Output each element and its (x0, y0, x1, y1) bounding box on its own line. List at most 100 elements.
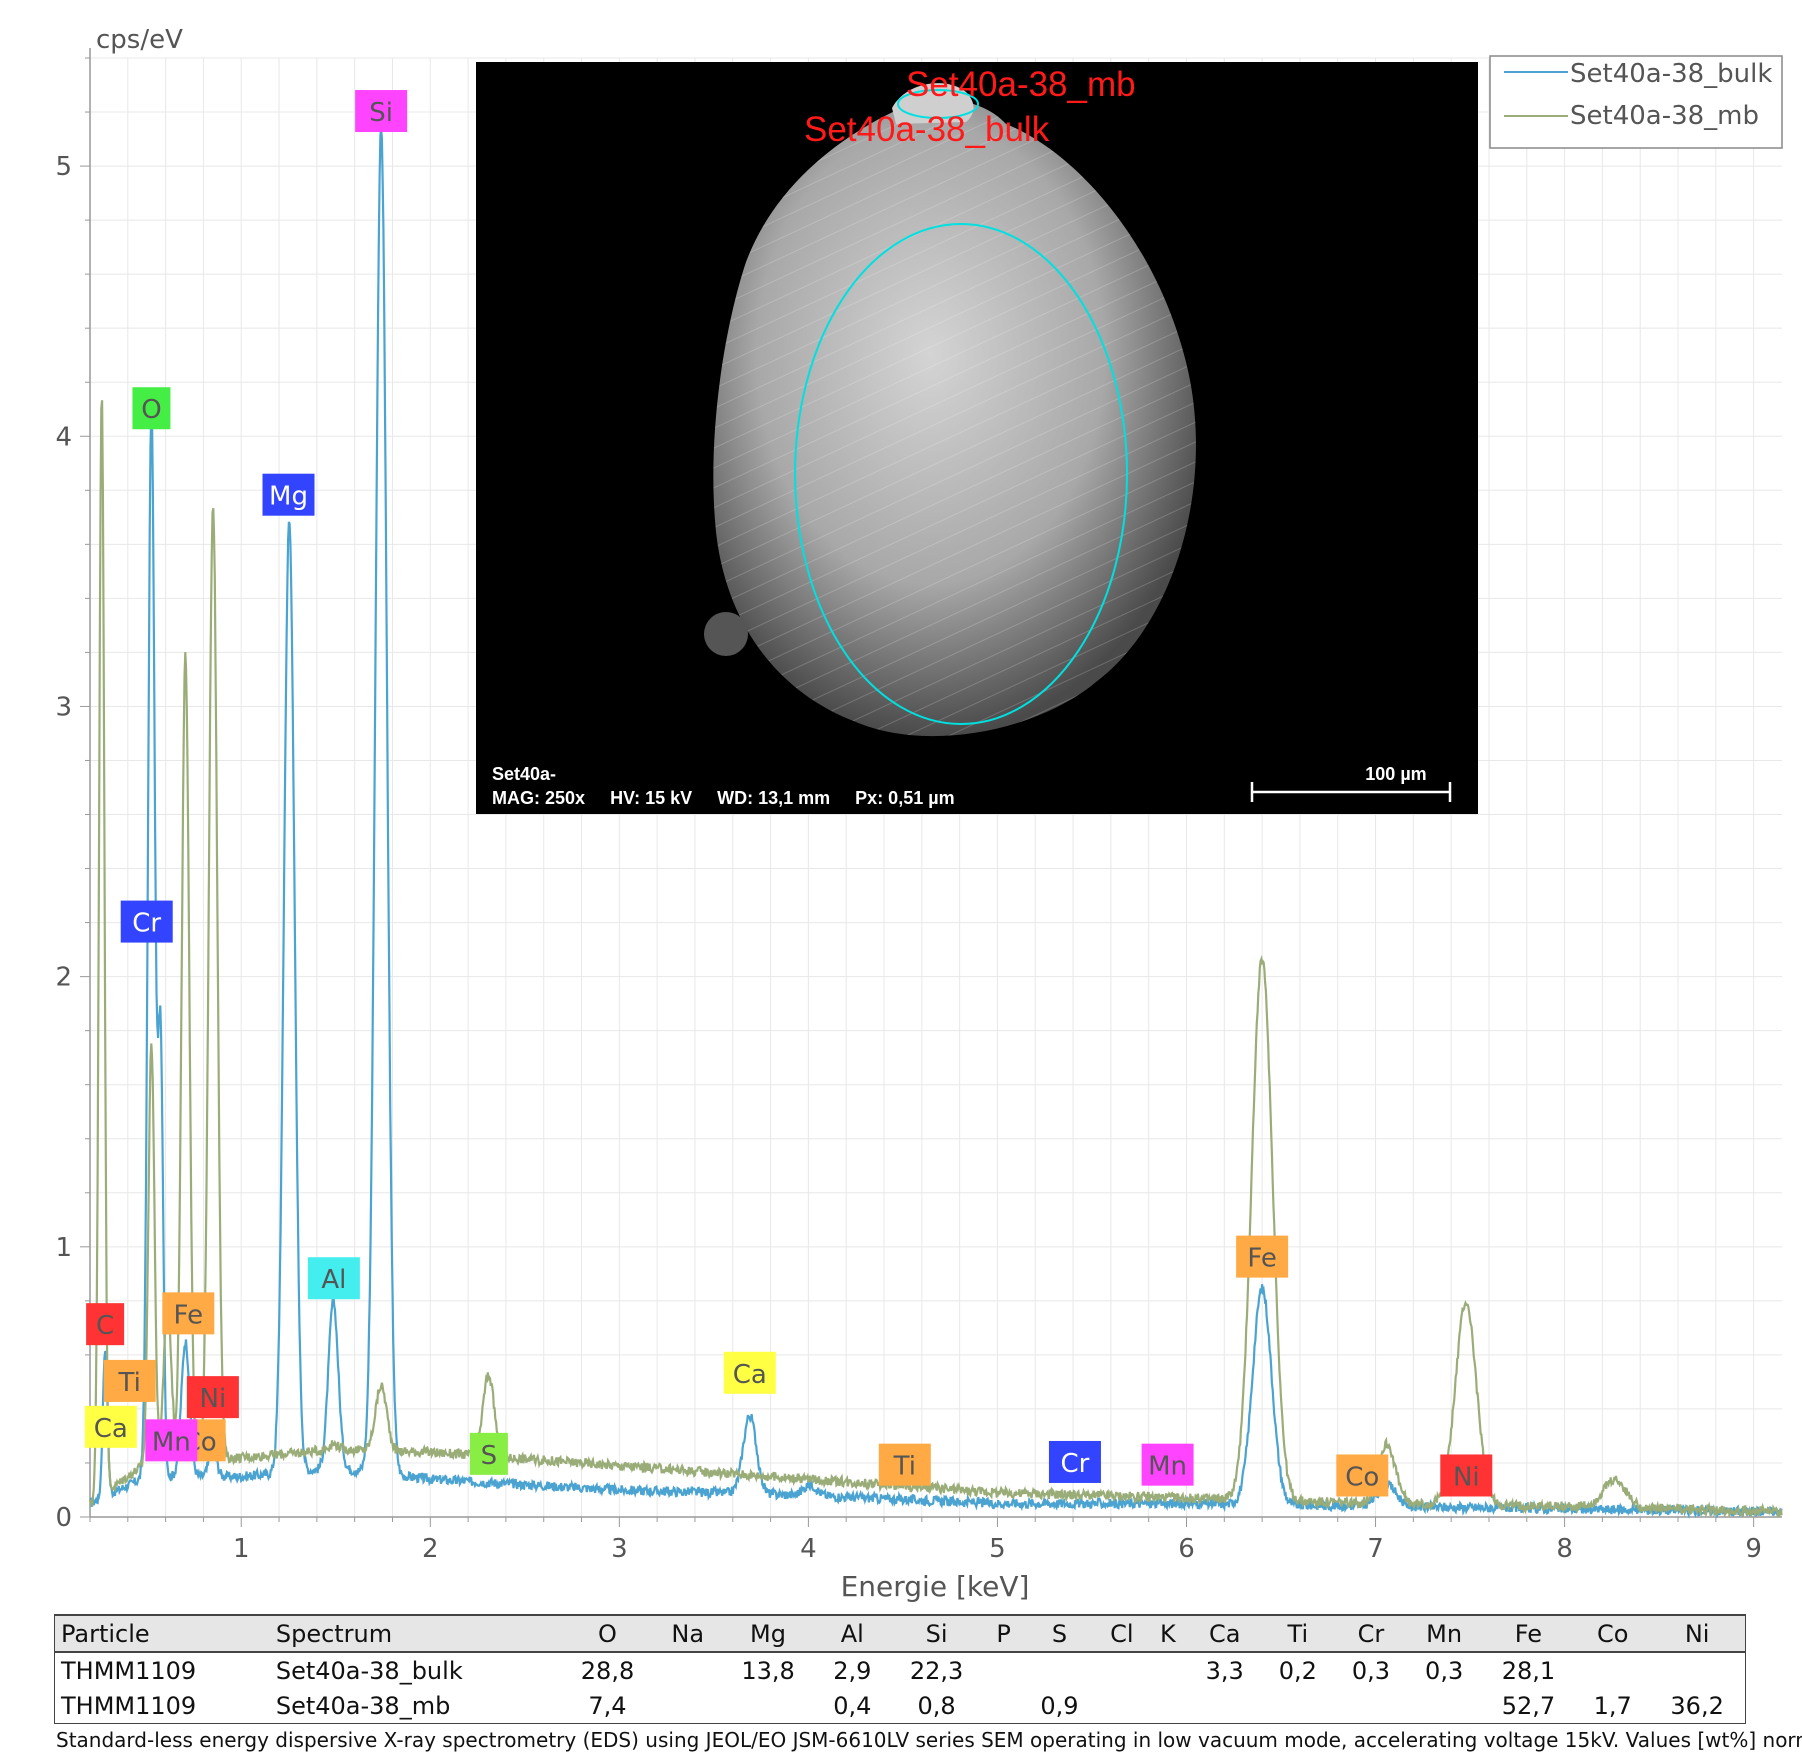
element-label-al: Al (307, 1257, 360, 1300)
element-label-text: Mg (269, 482, 308, 512)
element-label-text: Mn (152, 1427, 191, 1457)
y-tick-label: 3 (55, 692, 72, 722)
table-cell: 7,4 (588, 1691, 627, 1720)
table-row: THMM1109 Set40a-38_mb 7,4 0,4 0,8 0,9 52,7 1,7 3… (54, 1688, 1746, 1724)
element-label-co: Co (1336, 1454, 1389, 1497)
element-label-si: Si (355, 90, 408, 133)
column-header-ti: Ti (1287, 1619, 1309, 1648)
table-cell (1576, 1652, 1649, 1688)
element-label-box (723, 1351, 776, 1394)
x-tick-label: 5 (989, 1534, 1006, 1564)
table-cell: 28,8 (580, 1656, 635, 1685)
chart-axes (89, 48, 1782, 1518)
x-tick-label: 8 (1556, 1534, 1573, 1564)
y-tick-label: 1 (55, 1233, 72, 1263)
element-label-text: Ni (200, 1384, 227, 1414)
table-cell (1148, 1652, 1188, 1688)
table-cell: THMM1109 (61, 1691, 197, 1720)
element-label-s: S (469, 1432, 508, 1475)
table-cell (1096, 1652, 1148, 1688)
table-cell (1023, 1652, 1096, 1688)
sem-particle-image (476, 83, 1478, 814)
column-header-al: Al (840, 1619, 864, 1648)
element-label-box (1440, 1454, 1493, 1497)
element-label-box (469, 1432, 508, 1475)
x-tick-label: 1 (233, 1534, 250, 1564)
element-label-box (1336, 1454, 1389, 1497)
region-mb-outline (897, 89, 979, 119)
table-cell (1261, 1688, 1334, 1724)
column-header-p: P (996, 1619, 1011, 1648)
table-cell: 52,7 (1501, 1691, 1556, 1720)
element-label-text: Cr (132, 909, 161, 939)
element-label-text: Mn (1148, 1452, 1187, 1482)
element-label-text: Si (369, 98, 393, 128)
y-tick-label: 4 (55, 422, 72, 452)
table-header: Particle Spectrum O Na Mg Al Si P S Cl K Ca Ti Cr Mn Fe… (54, 1615, 1746, 1652)
x-tick-label: 3 (611, 1534, 628, 1564)
table-cell: 0,2 (1278, 1656, 1317, 1685)
element-label-text: Fe (1247, 1244, 1277, 1274)
table-cell: 28,1 (1501, 1656, 1556, 1685)
footnote: Standard-less energy dispersive X-ray sp… (56, 1728, 1802, 1752)
column-header-cl: Cl (1110, 1619, 1134, 1648)
table-cell (1188, 1688, 1261, 1724)
legend-label-mb: Set40a-38_mb (1570, 101, 1759, 131)
column-header-cr: Cr (1357, 1619, 1385, 1648)
element-label-ti: Ti (878, 1443, 931, 1486)
element-label-o: O (132, 387, 171, 430)
table-cell (984, 1652, 1023, 1688)
x-tick-label: 9 (1745, 1534, 1762, 1564)
table-cell (720, 1688, 815, 1724)
table-cell (655, 1688, 720, 1724)
column-header-o: O (598, 1619, 617, 1648)
table-cell: THMM1109 (61, 1656, 197, 1685)
element-label-text: O (141, 395, 161, 425)
table-cell: 0,9 (1040, 1691, 1079, 1720)
element-label-box (878, 1443, 931, 1486)
table-row: THMM1109 Set40a-38_bulk 28,8 13,8 2,9 22,3 3,3… (55, 1652, 1746, 1688)
element-label-box (120, 900, 173, 943)
sem-image-inset: Set40a-38_mb Set40a-38_bulk Set40a- MAG:… (476, 62, 1478, 814)
element-label-text: Ca (94, 1414, 128, 1444)
y-tick-label: 0 (55, 1503, 72, 1533)
table-cell: 0,3 (1351, 1656, 1391, 1685)
element-label-cr: Cr (120, 900, 173, 943)
column-header-ni: Ni (1684, 1619, 1710, 1648)
table-cell (1096, 1688, 1148, 1724)
y-tick-label: 5 (55, 152, 72, 182)
series-line-1 (88, 400, 1783, 1518)
element-label-mn: Mn (145, 1419, 198, 1462)
legend-label-bulk: Set40a-38_bulk (1570, 59, 1772, 89)
element-label-box (307, 1257, 360, 1300)
particle-small-fragment (704, 612, 748, 656)
element-label-box (103, 1359, 156, 1402)
column-header-s: S (1051, 1619, 1068, 1648)
table-cell (1649, 1652, 1745, 1688)
table-cell: 13,8 (741, 1656, 795, 1685)
element-label-box (86, 1303, 125, 1346)
y-tick-label: 2 (55, 963, 72, 993)
element-label-fe: Fe (162, 1292, 215, 1335)
table-cell: 0,3 (1425, 1656, 1464, 1685)
column-header-si: Si (925, 1619, 948, 1648)
sem-hv: HV: 15 kV (610, 788, 693, 808)
sem-mag: MAG: 250x (492, 788, 586, 808)
element-label-text: S (481, 1441, 498, 1471)
table-cell: 3,3 (1205, 1656, 1244, 1685)
element-label-cr: Cr (1048, 1440, 1101, 1483)
element-label-fe: Fe (1236, 1235, 1289, 1278)
element-label-mg: Mg (262, 473, 315, 516)
scale-bar-label: 100 µm (1365, 764, 1427, 784)
element-label-text: Ni (1453, 1462, 1480, 1492)
table-cell: 22,3 (909, 1656, 964, 1685)
table-cell (984, 1688, 1023, 1724)
element-label-text: Al (321, 1265, 346, 1295)
axis-ticks: 1 2 3 4 5 6 7 8 9 0 1 2 3 4 5 (55, 57, 1762, 1564)
element-label-ni: Ni (1440, 1454, 1493, 1497)
column-header-mg: Mg (750, 1619, 786, 1648)
element-label-box (1048, 1440, 1101, 1483)
x-tick-label: 6 (1178, 1534, 1195, 1564)
element-label-box (1141, 1443, 1194, 1486)
